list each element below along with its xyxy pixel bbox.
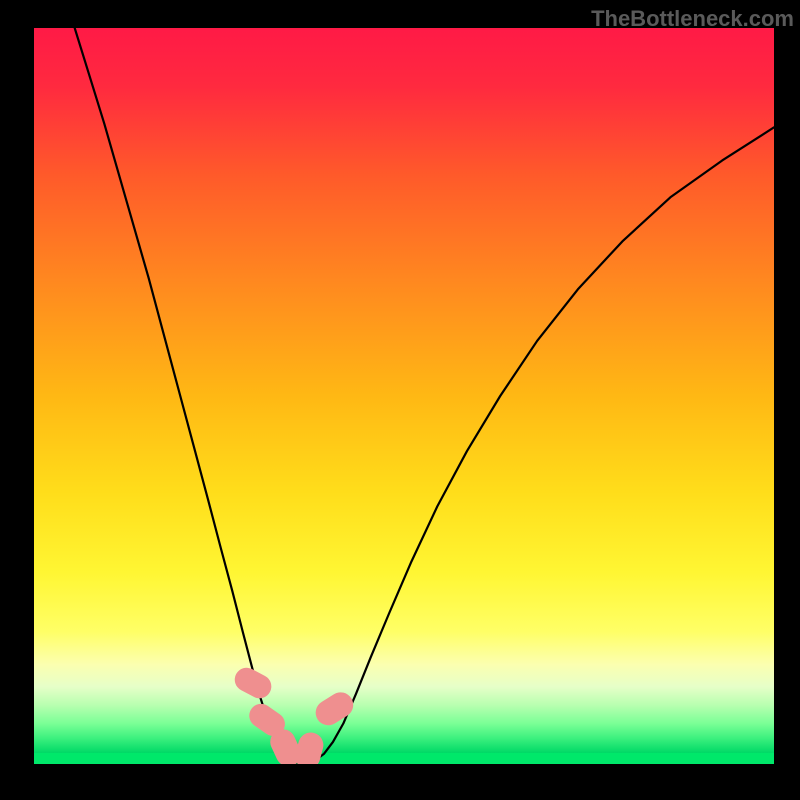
gradient-background [34, 28, 774, 764]
chart-svg [34, 28, 774, 764]
bottom-green-bar [34, 753, 774, 764]
plot-area [34, 28, 774, 764]
chart-frame: TheBottleneck.com [0, 0, 800, 800]
watermark-text: TheBottleneck.com [591, 6, 794, 32]
